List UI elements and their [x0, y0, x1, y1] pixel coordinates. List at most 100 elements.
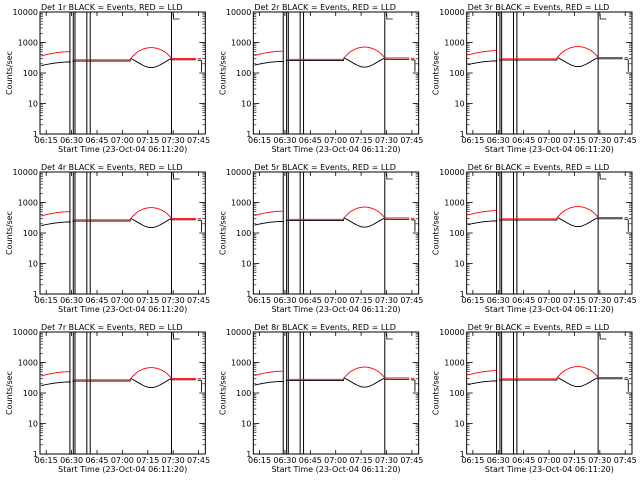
series-line-events	[467, 380, 498, 386]
y-tick-label: 1	[246, 450, 251, 459]
marker-bracket	[386, 14, 393, 20]
chart-panel-6: Det 6r BLACK = Events, RED = LLD 06:15 06:…	[432, 163, 637, 314]
y-axis-label: Counts/sec	[218, 51, 227, 95]
series-line-lld	[40, 371, 71, 377]
y-tick-label: 1000	[231, 359, 251, 368]
plot-frame	[252, 171, 420, 295]
x-tick-label: 07:45	[400, 456, 423, 465]
x-tick-label: 06:30	[487, 296, 510, 305]
series-line-events	[499, 216, 623, 228]
x-axis-label: Start Time (23-Oct-04 06:11:20)	[271, 465, 400, 474]
y-tick-label: 1000	[444, 199, 464, 208]
series-line-events	[254, 380, 285, 386]
chart-title: Det 6r BLACK = Events, RED = LLD	[468, 163, 610, 172]
y-axis-label: Counts/sec	[218, 371, 227, 415]
x-tick-label: 07:15	[350, 296, 373, 305]
chart-title: Det 9r BLACK = Events, RED = LLD	[468, 323, 610, 332]
y-tick-label: 10	[241, 100, 251, 109]
x-axis-label: Start Time (23-Oct-04 06:11:20)	[58, 305, 187, 314]
x-tick-label: 06:15	[461, 296, 484, 305]
marker-bracket	[173, 334, 180, 340]
x-tick-label: 06:45	[299, 296, 322, 305]
chart-title: Det 7r BLACK = Events, RED = LLD	[41, 323, 183, 332]
x-tick-label: 06:30	[60, 456, 83, 465]
plot-frame	[466, 331, 633, 455]
y-axis-label: Counts/sec	[432, 371, 441, 415]
series-line-events	[499, 56, 623, 68]
series-line-lld	[285, 366, 410, 380]
y-tick-label: 10000	[13, 328, 38, 337]
x-tick-label: 06:45	[299, 136, 322, 145]
y-tick-label: 1	[33, 130, 38, 139]
x-tick-label: 06:30	[273, 296, 296, 305]
series-line-events	[72, 57, 196, 69]
x-tick-label: 07:45	[400, 296, 423, 305]
x-tick-label: 07:45	[400, 136, 423, 145]
x-tick-label: 06:45	[512, 456, 535, 465]
chart-title: Det 2r BLACK = Events, RED = LLD	[254, 3, 396, 12]
y-tick-label: 10000	[226, 328, 251, 337]
chart-title: Det 8r BLACK = Events, RED = LLD	[254, 323, 396, 332]
x-axis-label: Start Time (23-Oct-04 06:11:20)	[271, 305, 400, 314]
x-tick-label: 07:15	[563, 296, 586, 305]
series-line-lld	[40, 51, 71, 57]
series-line-events	[467, 220, 498, 226]
marker-bracket	[599, 14, 607, 20]
series-line-lld	[285, 206, 410, 220]
y-tick-label: 100	[449, 229, 464, 238]
x-tick-label: 07:15	[136, 456, 159, 465]
x-tick-label: 06:45	[85, 456, 108, 465]
chart-panel-2: Det 2r BLACK = Events, RED = LLD 06:15 06:…	[218, 3, 423, 154]
marker-bracket	[599, 334, 607, 340]
series-line-lld	[499, 206, 623, 220]
series-line-lld	[254, 50, 285, 56]
series-line-lld	[499, 46, 623, 60]
y-tick-label: 1	[33, 290, 38, 299]
y-tick-label: 1	[33, 450, 38, 459]
x-tick-label: 06:15	[248, 136, 271, 145]
x-tick-label: 07:00	[324, 456, 347, 465]
series-line-lld	[499, 366, 623, 380]
x-axis-label: Start Time (23-Oct-04 06:11:20)	[485, 465, 614, 474]
y-tick-label: 1	[460, 290, 465, 299]
chart-title: Det 5r BLACK = Events, RED = LLD	[254, 163, 396, 172]
x-tick-label: 07:30	[375, 136, 398, 145]
series-line-events	[254, 220, 285, 226]
series-line-lld	[72, 367, 196, 381]
y-tick-label: 100	[449, 69, 464, 78]
series-line-events	[41, 381, 71, 387]
x-tick-label: 07:30	[588, 456, 611, 465]
y-tick-label: 1000	[444, 39, 464, 48]
y-axis-label: Counts/sec	[5, 51, 14, 95]
marker-bracket	[386, 334, 393, 340]
x-axis-label: Start Time (23-Oct-04 06:11:20)	[58, 145, 187, 154]
plot-frame	[466, 11, 633, 135]
x-axis-label: Start Time (23-Oct-04 06:11:20)	[485, 145, 614, 154]
x-tick-label: 06:45	[85, 296, 108, 305]
x-tick-label: 06:30	[487, 136, 510, 145]
series-line-events	[41, 221, 71, 227]
y-tick-label: 10	[241, 420, 251, 429]
x-tick-label: 07:30	[162, 296, 185, 305]
x-tick-label: 07:30	[375, 456, 398, 465]
y-tick-label: 10	[241, 260, 251, 269]
series-line-lld	[72, 207, 196, 221]
x-tick-label: 07:30	[588, 136, 611, 145]
y-tick-label: 10000	[226, 8, 251, 17]
y-tick-label: 1	[460, 450, 465, 459]
plot-frame	[466, 171, 633, 295]
y-tick-label: 10000	[439, 168, 464, 177]
x-tick-label: 06:45	[512, 136, 535, 145]
series-line-events	[285, 217, 410, 228]
y-tick-label: 100	[449, 389, 464, 398]
series-line-events	[285, 377, 410, 388]
x-tick-label: 07:45	[614, 136, 637, 145]
y-tick-label: 10	[28, 420, 38, 429]
series-line-events	[285, 57, 410, 68]
